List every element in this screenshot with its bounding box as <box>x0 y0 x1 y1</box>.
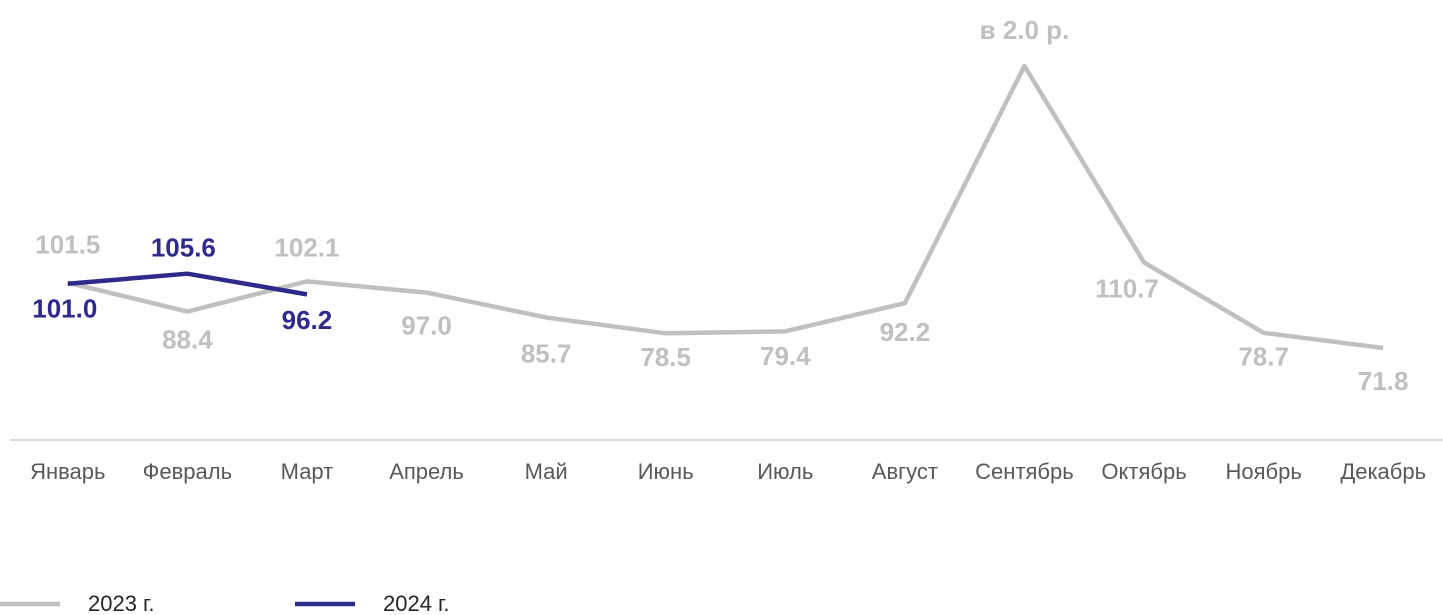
data-label: 102.1 <box>274 232 339 262</box>
x-tick-label: Июль <box>757 459 813 484</box>
data-label: 79.4 <box>760 341 811 371</box>
data-label: 88.4 <box>162 324 213 354</box>
x-tick-label: Декабрь <box>1340 459 1426 484</box>
data-label: 96.2 <box>282 305 333 335</box>
x-tick-label: Март <box>281 459 334 484</box>
data-label: 92.2 <box>880 317 931 347</box>
data-label: в 2.0 р. <box>980 15 1070 45</box>
data-label: 110.7 <box>1095 273 1159 303</box>
data-label: 97.0 <box>401 310 452 340</box>
series-line <box>67 63 1384 351</box>
data-label: 101.0 <box>32 294 97 324</box>
x-tick-label: Октябрь <box>1101 459 1186 484</box>
data-label: 78.7 <box>1238 342 1289 372</box>
x-tick-label: Май <box>525 459 568 484</box>
x-tick-label: Ноябрь <box>1225 459 1301 484</box>
x-tick-label: Август <box>872 459 938 484</box>
x-tick-label: Январь <box>30 459 105 484</box>
x-tick-label: Июнь <box>638 459 694 484</box>
data-label: 101.5 <box>35 230 100 260</box>
legend-label: 2024 г. <box>383 591 450 615</box>
data-label: 105.6 <box>151 233 216 263</box>
data-label: 85.7 <box>521 338 572 368</box>
data-label: 71.8 <box>1358 366 1409 396</box>
legend-label: 2023 г. <box>88 591 155 615</box>
x-tick-label: Февраль <box>143 459 232 484</box>
x-tick-label: Апрель <box>389 459 464 484</box>
data-label: 78.5 <box>640 342 691 372</box>
x-tick-label: Сентябрь <box>975 459 1074 484</box>
series-line <box>67 271 308 297</box>
